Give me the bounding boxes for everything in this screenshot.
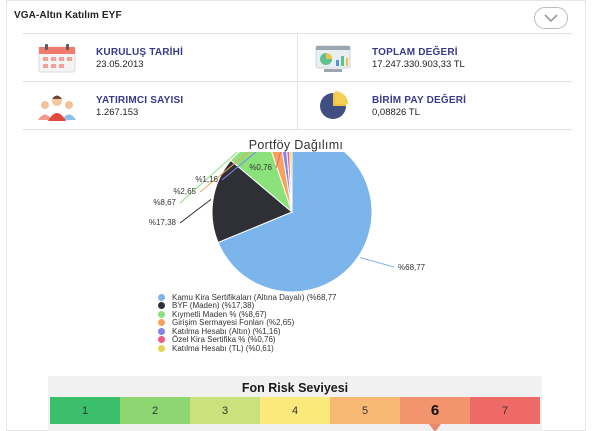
risk-level-7: 7 (470, 397, 540, 424)
legend-marker (158, 336, 165, 344)
chart-legend: Kamu Kira Sertifikaları (Altına Dayalı) … (158, 293, 458, 353)
info-total-value: TOPLAM DEĞERİ 17.247.330.903,33 TL (297, 34, 572, 82)
pie-data-label: %2,65 (173, 187, 196, 196)
risk-level-5: 5 (330, 397, 400, 424)
info-value: 17.247.330.903,33 TL (372, 59, 465, 70)
risk-level-4: 4 (260, 397, 330, 424)
chart-title: Portföy Dağılımı (248, 138, 344, 152)
info-unit-price: BİRİM PAY DEĞERİ 0,08826 TL (297, 82, 572, 130)
pie-connector (221, 152, 257, 181)
legend-item[interactable]: Özel Kira Sertifika % (%0,76) (158, 335, 458, 345)
info-value: 0,08826 TL (372, 107, 420, 118)
risk-title: Fon Risk Seviyesi (241, 381, 349, 395)
legend-item[interactable]: Katılma Hesabı (TL) (%0,61) (158, 344, 458, 353)
pie-connector (179, 152, 238, 204)
fund-info-grid: KURULUŞ TARİHİ 23.05.2013 TOPLAM DEĞERİ … (22, 33, 572, 130)
risk-level-1: 1 (50, 397, 120, 424)
pie-data-label: %17,38 (149, 218, 177, 227)
info-value: 1.267.153 (96, 107, 139, 118)
legend-label: Kamu Kira Sertifikaları (Altına Dayalı) … (172, 292, 337, 302)
legend-label: Katılma Hesabı (Altın) (%1,16) (172, 326, 281, 336)
legend-label: Özel Kira Sertifika % (%0,76) (172, 335, 276, 345)
pie-connector (199, 152, 250, 193)
info-label: TOPLAM DEĞERİ (372, 47, 458, 58)
legend-marker (158, 319, 165, 327)
fund-title: VGA-Altın Katılım EYF (14, 10, 122, 21)
portfolio-pie-chart: %68,77 %17,38 %8,67 %2,65 %1,16 %0,76 (149, 152, 426, 292)
pie-connector (275, 152, 282, 169)
legend-marker (158, 310, 165, 318)
pie-data-label: %1,16 (195, 175, 218, 184)
legend-label: Girişim Sermayesi Fonları (%2,65) (172, 318, 295, 328)
legend-label: Katılma Hesabı (TL) (%0,61) (172, 343, 274, 353)
legend-label: Kıymetli Maden % (%8,67) (172, 309, 267, 319)
pie-slice[interactable] (285, 152, 293, 213)
info-label: KURULUŞ TARİHİ (96, 47, 184, 58)
pie-data-label: %8,67 (153, 198, 176, 207)
legend-item[interactable]: BYF (Maden) (%17,38) (158, 301, 458, 311)
pie-data-label: %68,77 (398, 263, 426, 272)
pie-slice[interactable] (279, 152, 293, 213)
risk-level-3: 3 (190, 397, 260, 424)
legend-marker (158, 293, 165, 301)
people-icon (38, 95, 76, 121)
pie-chart-icon (320, 91, 348, 119)
legend-item[interactable]: Kamu Kira Sertifikaları (Altına Dayalı) … (158, 293, 458, 302)
legend-item[interactable]: Kıymetli Maden % (%8,67) (158, 310, 458, 319)
pie-slice[interactable] (217, 152, 373, 292)
collapse-toggle-button[interactable] (534, 7, 568, 29)
legend-label: BYF (Maden) (%17,38) (172, 301, 255, 311)
calendar-icon (38, 44, 76, 73)
risk-level-6: 6 (400, 397, 470, 431)
dashboard-chart-icon (315, 45, 351, 72)
info-investor-count: YATIRIMCI SAYISI 1.267.153 (22, 82, 297, 130)
info-founding-date: KURULUŞ TARİHİ 23.05.2013 (22, 34, 297, 82)
risk-pointer-icon (429, 424, 441, 431)
info-label: YATIRIMCI SAYISI (96, 95, 184, 106)
info-value: 23.05.2013 (96, 59, 144, 70)
risk-level-2: 2 (120, 397, 190, 424)
legend-item[interactable]: Girişim Sermayesi Fonları (%2,65) (158, 318, 458, 328)
pie-slice[interactable] (289, 152, 293, 213)
legend-item[interactable]: Katılma Hesabı (Altın) (%1,16) (158, 327, 458, 336)
info-label: BİRİM PAY DEĞERİ (372, 95, 467, 106)
legend-marker (158, 302, 165, 310)
legend-marker (158, 327, 165, 335)
pie-connector (179, 198, 212, 224)
pie-slice[interactable] (211, 159, 293, 244)
legend-marker (158, 344, 165, 352)
pie-data-label: %0,76 (249, 163, 272, 172)
pie-slice[interactable] (266, 152, 293, 213)
pie-connector (360, 257, 395, 268)
chevron-down-icon (544, 14, 558, 23)
